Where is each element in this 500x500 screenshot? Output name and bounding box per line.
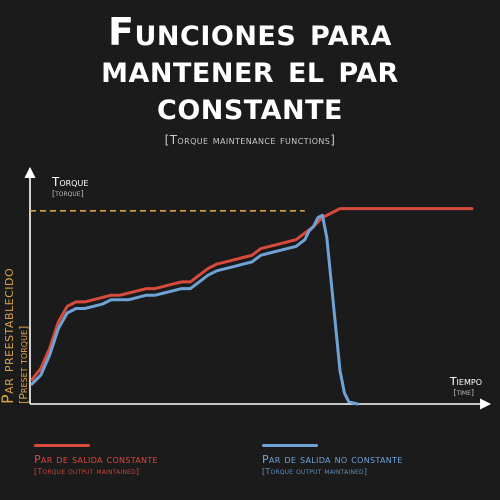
legend-item-non-constant: Par de salida no constante [Torque outpu… — [262, 444, 403, 476]
title-line-3: constante — [157, 84, 343, 128]
legend-item-constant: Par de salida constante [Torque output m… — [34, 444, 158, 476]
preset-torque-sublabel: [Preset torque] — [17, 326, 30, 404]
legend-sublabel-non-constant: [Torque output maintained] — [262, 467, 368, 476]
series-line-non-constant — [30, 213, 360, 406]
axes — [24, 166, 492, 410]
title-subtitle: [Torque maintenance functions] — [164, 133, 336, 147]
legend-swatch-constant — [34, 444, 90, 447]
x-axis-label: Tiempo — [449, 375, 482, 388]
y-axis-label: Torque — [51, 175, 88, 189]
title-line-2: mantener el par — [101, 47, 399, 91]
legend-sublabel-constant: [Torque output maintained] — [34, 467, 140, 476]
preset-label-group: Par preestablecido [Preset torque] — [0, 268, 30, 404]
series-line-constant — [30, 207, 474, 382]
legend-swatch-non-constant — [262, 444, 318, 447]
x-axis-sublabel: [time] — [453, 388, 474, 397]
title-line-1: Funciones para — [108, 10, 392, 54]
preset-torque-label: Par preestablecido — [0, 268, 17, 404]
legend-label-constant: Par de salida constante — [34, 453, 158, 466]
legend-label-non-constant: Par de salida no constante — [262, 453, 403, 466]
title-block: Funciones para mantener el par constante… — [0, 10, 500, 147]
y-axis-sublabel: [torque] — [52, 189, 84, 198]
